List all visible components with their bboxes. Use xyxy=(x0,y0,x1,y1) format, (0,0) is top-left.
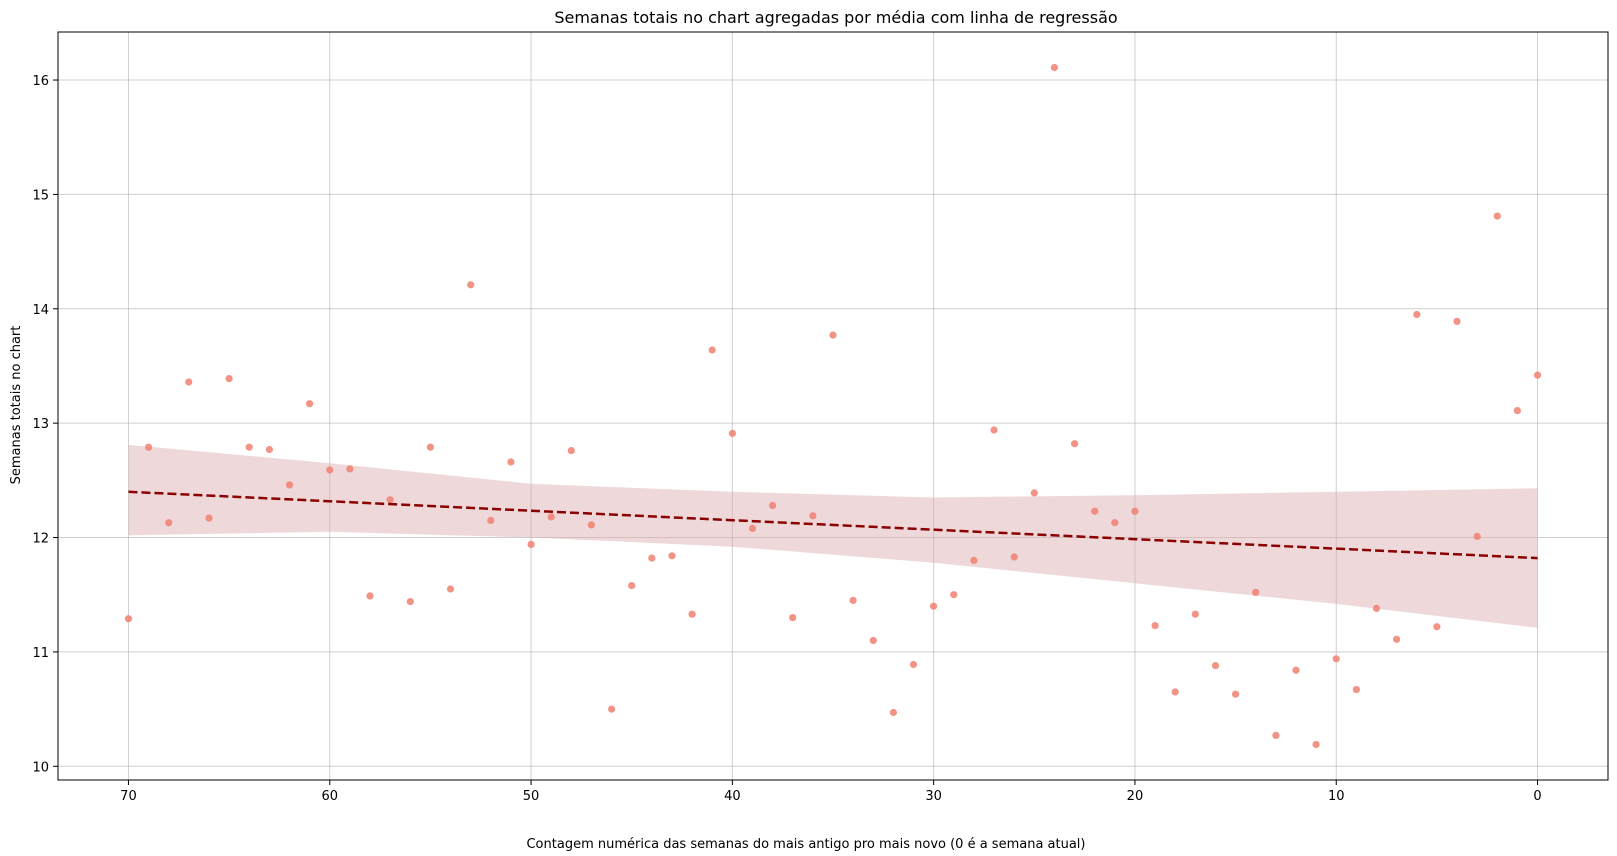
data-point xyxy=(990,426,998,434)
data-point xyxy=(567,447,575,455)
data-point xyxy=(366,592,374,600)
data-point xyxy=(1493,212,1501,220)
data-point xyxy=(628,582,636,590)
data-point xyxy=(1292,666,1300,674)
data-point xyxy=(265,445,273,454)
data-point xyxy=(1151,622,1159,630)
regression-line-layer xyxy=(128,490,1538,560)
data-point xyxy=(970,556,978,565)
data-point xyxy=(467,281,475,289)
data-point xyxy=(1453,317,1461,325)
data-point xyxy=(1513,407,1521,415)
data-point xyxy=(527,540,535,549)
data-point xyxy=(1332,655,1340,663)
data-point xyxy=(145,443,153,451)
data-point xyxy=(1372,604,1381,613)
data-point xyxy=(406,598,414,606)
data-point xyxy=(185,378,193,386)
y-tick-label: 16 xyxy=(32,74,49,89)
data-point xyxy=(688,610,696,618)
data-point xyxy=(446,585,455,593)
data-point xyxy=(587,521,596,529)
x-tick-label: 30 xyxy=(925,789,942,804)
data-point xyxy=(346,465,354,473)
data-point xyxy=(1433,623,1441,631)
data-points-layer xyxy=(124,63,1542,749)
data-point xyxy=(326,466,334,474)
data-point xyxy=(285,481,294,489)
data-point xyxy=(608,705,616,713)
data-point xyxy=(809,512,817,520)
data-point xyxy=(1232,690,1240,698)
data-point xyxy=(728,429,737,437)
data-point xyxy=(426,443,434,451)
data-point xyxy=(1413,310,1421,319)
data-point xyxy=(648,554,656,562)
y-tick-label: 12 xyxy=(32,532,49,547)
data-point xyxy=(930,602,938,610)
data-point xyxy=(1050,63,1058,72)
data-point xyxy=(225,375,233,383)
data-point xyxy=(1352,686,1360,694)
data-point xyxy=(909,660,918,669)
y-tick-label: 13 xyxy=(32,417,49,432)
data-point xyxy=(1211,662,1220,670)
y-tick-label: 10 xyxy=(32,760,49,775)
x-axis-ticks: 70 60 50 40 30 20 10 0 xyxy=(120,780,1542,804)
data-point xyxy=(1010,553,1018,561)
data-point xyxy=(1272,731,1280,740)
data-point xyxy=(1171,688,1179,696)
data-point xyxy=(950,591,958,599)
y-tick-label: 15 xyxy=(32,188,49,203)
data-point xyxy=(386,496,394,504)
x-tick-label: 50 xyxy=(523,789,540,804)
data-point xyxy=(547,513,555,521)
data-point xyxy=(1393,635,1401,643)
y-tick-label: 11 xyxy=(32,646,49,661)
data-point xyxy=(487,516,495,525)
data-point xyxy=(1473,532,1481,541)
data-point xyxy=(1252,588,1260,597)
data-point xyxy=(1091,507,1099,515)
data-point xyxy=(668,552,676,560)
chart-title: Semanas totais no chart agregadas por mé… xyxy=(554,8,1117,27)
data-point xyxy=(748,524,757,533)
data-point xyxy=(889,708,898,717)
x-tick-label: 40 xyxy=(724,789,741,804)
y-tick-label: 14 xyxy=(32,303,49,318)
confidence-band xyxy=(128,444,1538,628)
data-point xyxy=(1533,371,1542,379)
data-point xyxy=(869,636,877,645)
data-point xyxy=(829,331,837,339)
data-point xyxy=(1312,740,1320,749)
x-tick-label: 0 xyxy=(1533,789,1541,804)
data-point xyxy=(165,519,173,527)
data-point xyxy=(1071,440,1079,448)
data-point xyxy=(205,514,213,522)
plot-frame xyxy=(57,31,1609,781)
data-point xyxy=(708,346,716,354)
data-point xyxy=(789,614,797,622)
data-point xyxy=(245,443,253,451)
data-point xyxy=(1131,507,1139,515)
confidence-band-layer xyxy=(128,444,1538,628)
data-point xyxy=(1111,519,1119,527)
x-axis-label: Contagem numérica das semanas do mais an… xyxy=(526,837,1085,852)
data-point xyxy=(507,458,515,466)
y-axis-label: Semanas totais no chart xyxy=(9,326,24,485)
data-point xyxy=(124,615,133,623)
data-point xyxy=(306,400,314,408)
data-point xyxy=(769,501,777,510)
grid xyxy=(58,32,1608,780)
y-axis-ticks: 10 11 12 13 14 15 16 xyxy=(32,74,58,775)
data-point xyxy=(849,596,857,605)
x-tick-label: 70 xyxy=(120,789,137,804)
x-tick-label: 10 xyxy=(1328,789,1345,804)
x-tick-label: 20 xyxy=(1127,789,1144,804)
regression-line xyxy=(128,490,1538,560)
data-point xyxy=(1030,489,1038,497)
x-tick-label: 60 xyxy=(321,789,338,804)
data-point xyxy=(1191,610,1199,618)
